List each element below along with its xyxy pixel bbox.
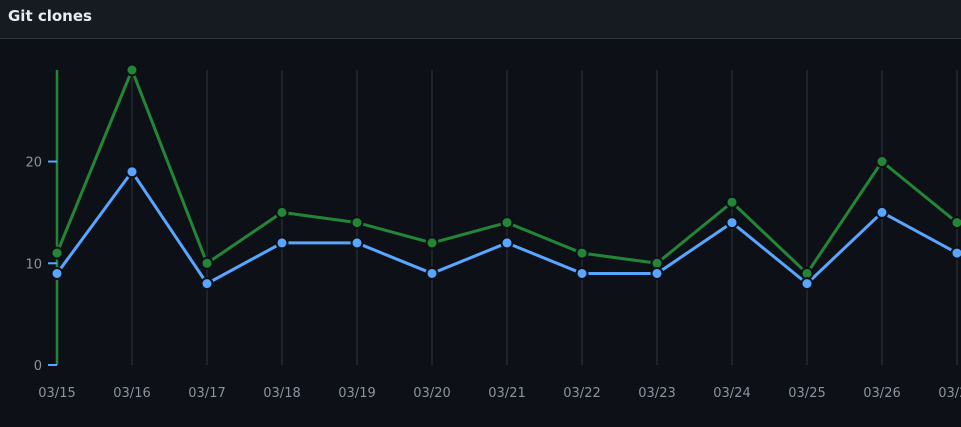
x-tick-label: 03/15 [38, 386, 75, 401]
x-tick-label: 03/17 [188, 386, 225, 401]
x-tick-label: 03/27 [938, 386, 961, 401]
git-clones-chart: 03/15 03/16 03/17 03/18 03/19 03/20 03/21 03/22… [0, 40, 961, 423]
chart-title: Git clones [8, 7, 92, 25]
panel-header: Git clones [0, 0, 961, 39]
x-tick-label: 03/25 [788, 386, 825, 401]
y-tick-label: 0 [34, 359, 42, 374]
total-data-point [877, 156, 888, 167]
total-data-point [577, 248, 588, 259]
unique-data-point [577, 268, 588, 279]
unique-data-point [802, 278, 813, 289]
x-tick-label: 03/21 [488, 386, 525, 401]
grid-layer [132, 70, 957, 365]
unique-data-point [202, 278, 213, 289]
x-tick-label: 03/23 [638, 386, 675, 401]
total-data-point [352, 217, 363, 228]
chart-area: 03/15 03/16 03/17 03/18 03/19 03/20 03/21 03/22… [0, 40, 961, 423]
unique-data-point [877, 207, 888, 218]
axis-layer [48, 70, 57, 365]
unique-data-point [52, 268, 63, 279]
total-data-point [727, 197, 738, 208]
total-data-point [52, 248, 63, 259]
y-tick-label: 20 [25, 156, 42, 171]
unique-data-point [727, 217, 738, 228]
unique-data-point [502, 237, 513, 248]
x-tick-label: 03/19 [338, 386, 375, 401]
unique-data-point [352, 237, 363, 248]
total-data-point [427, 237, 438, 248]
unique-data-point [277, 237, 288, 248]
x-tick-label: 03/26 [863, 386, 900, 401]
total-data-point [952, 217, 961, 228]
unique-data-point [427, 268, 438, 279]
x-tick-label: 03/20 [413, 386, 450, 401]
y-tick-label: 10 [25, 257, 42, 272]
unique-data-point [952, 248, 961, 259]
total-data-point [202, 258, 213, 269]
label-layer: 03/15 03/16 03/17 03/18 03/19 03/20 03/21 03/22… [25, 156, 961, 401]
unique-data-point [652, 268, 663, 279]
x-tick-label: 03/18 [263, 386, 300, 401]
total-data-point [502, 217, 513, 228]
x-tick-label: 03/22 [563, 386, 600, 401]
total-data-point [277, 207, 288, 218]
total-data-point [127, 65, 138, 76]
x-tick-label: 03/24 [713, 386, 750, 401]
series-layer [52, 65, 961, 290]
x-tick-label: 03/16 [113, 386, 150, 401]
unique-data-point [127, 166, 138, 177]
